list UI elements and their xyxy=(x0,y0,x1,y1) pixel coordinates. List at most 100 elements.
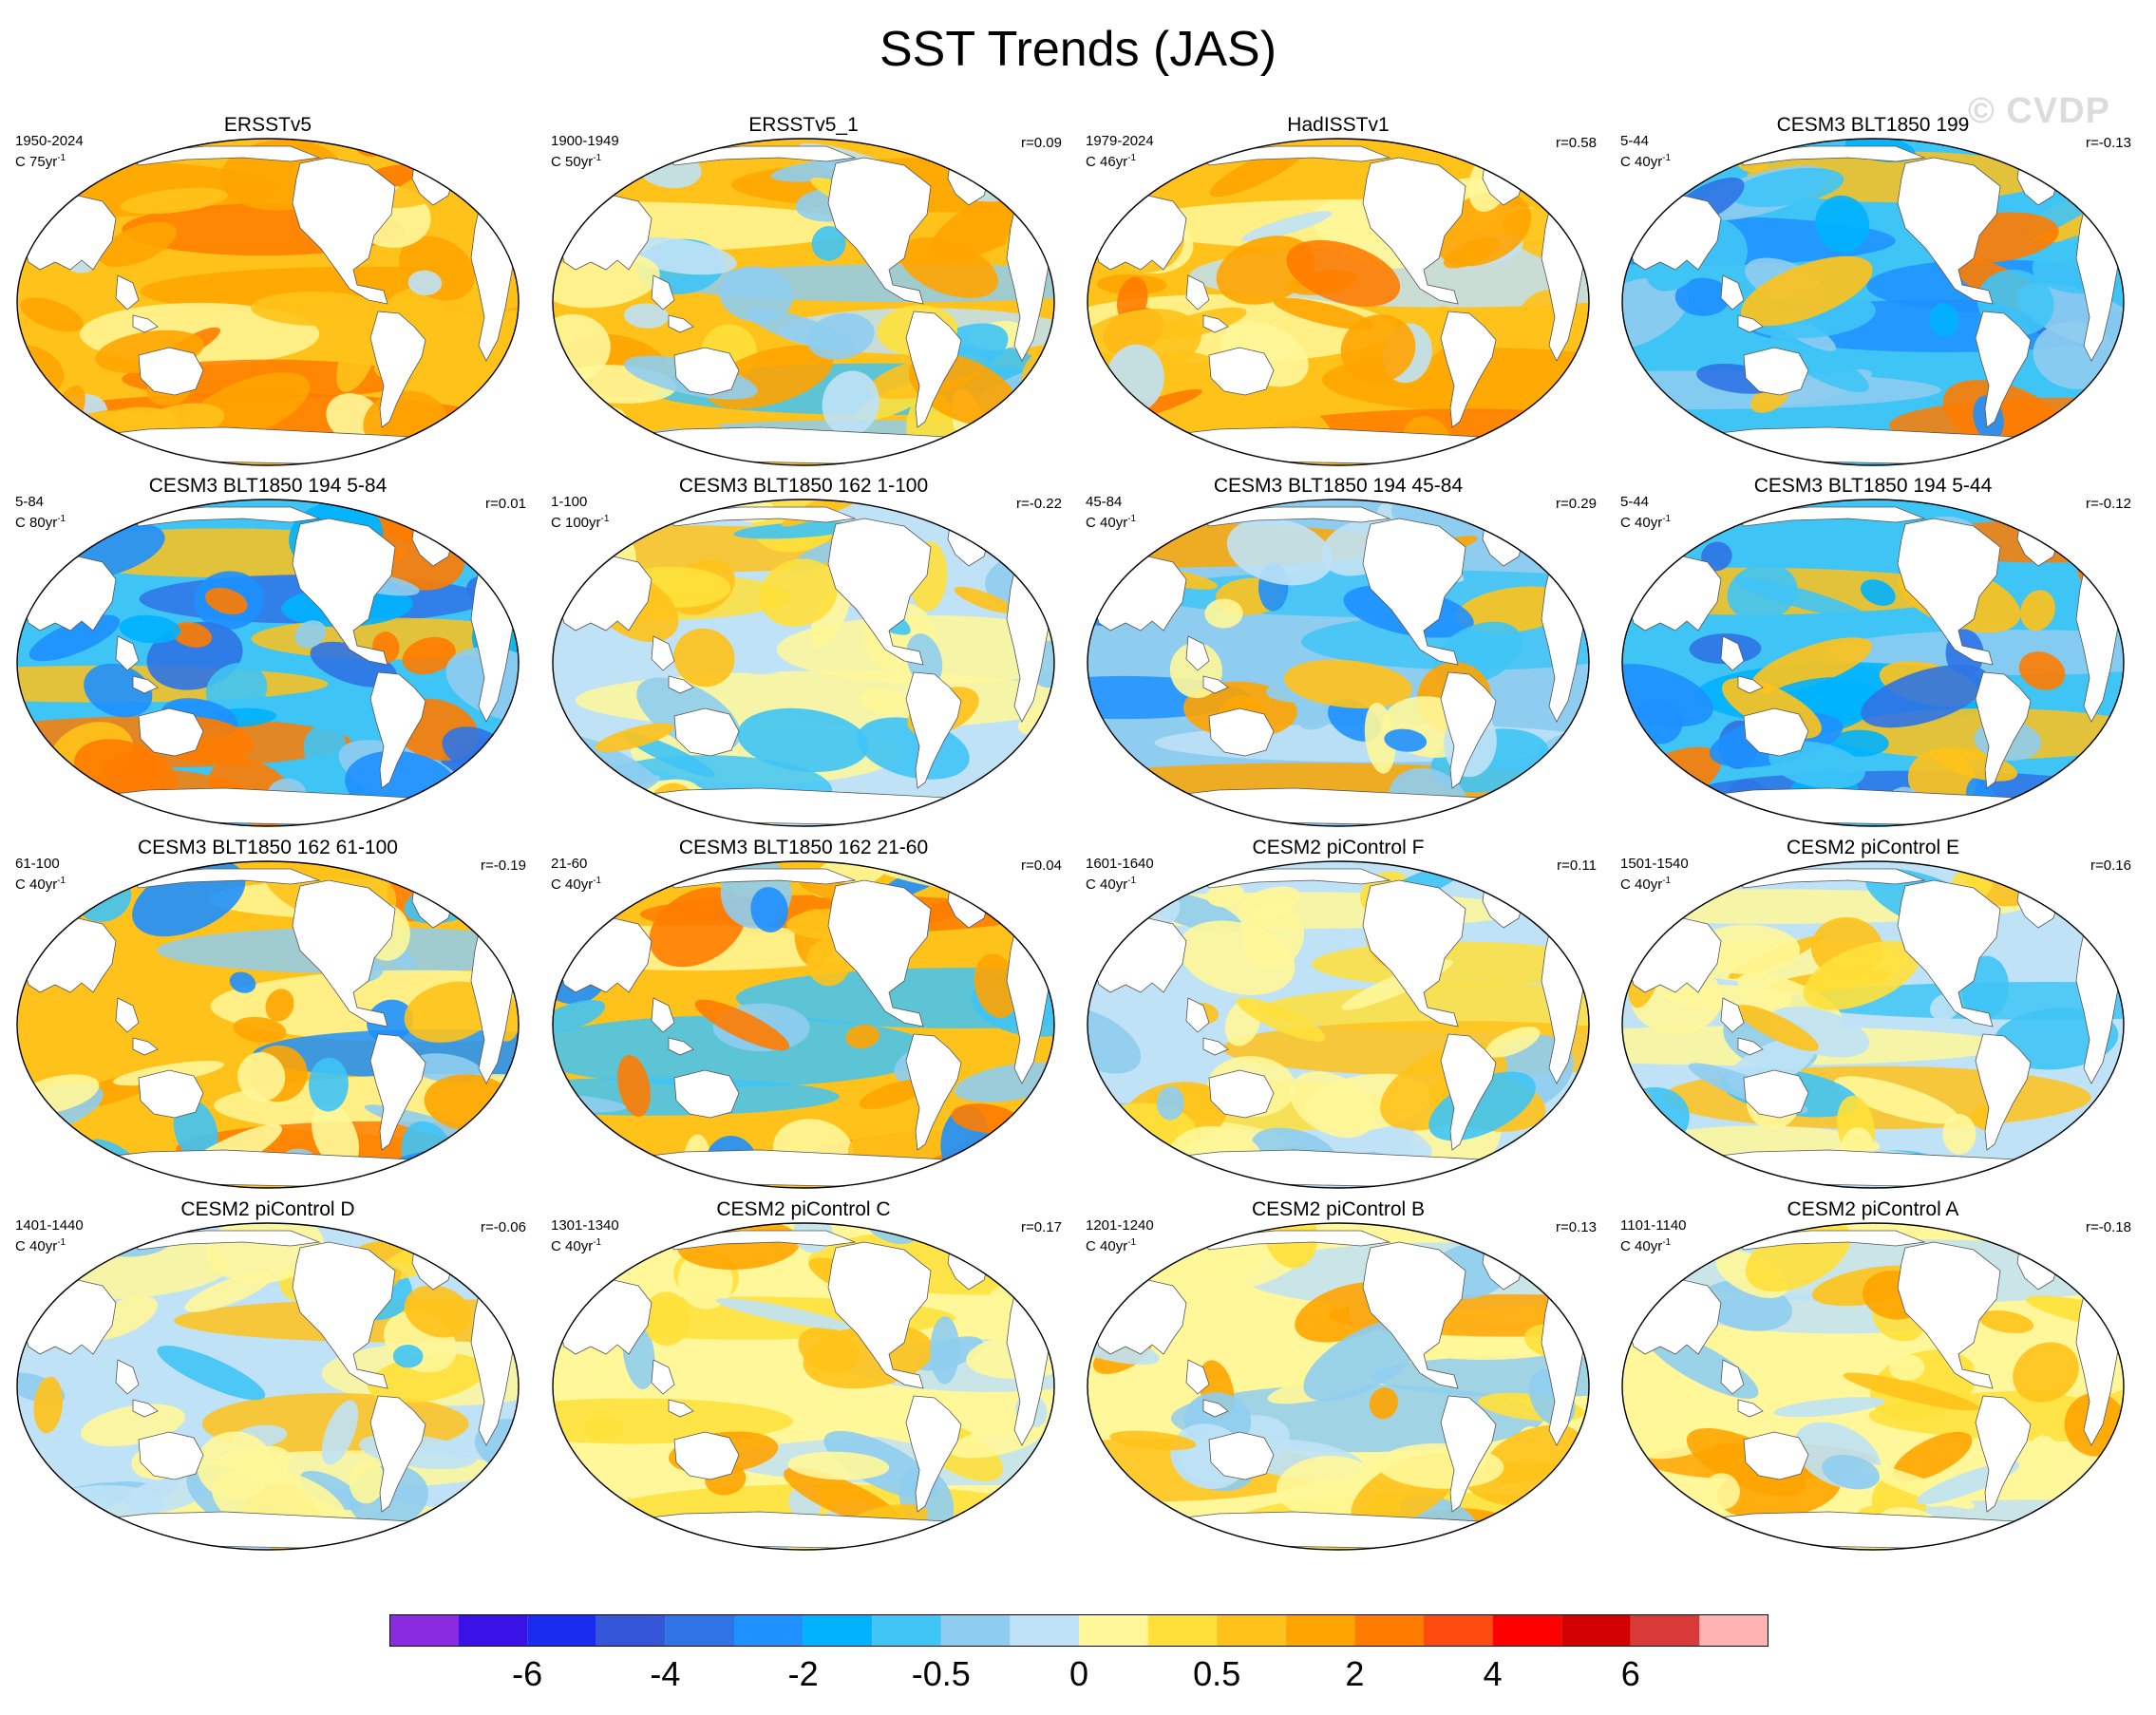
land-mask xyxy=(1208,707,1275,757)
land-mask xyxy=(558,917,652,993)
panel-period: 1401-1440 xyxy=(15,1217,84,1234)
land-mask xyxy=(664,145,857,166)
colorbar-swatch xyxy=(1010,1614,1079,1647)
map-outline xyxy=(16,1222,520,1551)
panel-title: HadISSTv1 xyxy=(1287,114,1390,136)
land-mask xyxy=(138,1431,204,1480)
land-mask xyxy=(1627,1279,1722,1355)
panel-correlation: r=-0.06 xyxy=(481,1219,526,1235)
land-mask xyxy=(115,274,140,311)
panel-units: C 40yr-1 xyxy=(1620,876,1672,893)
map-outline xyxy=(1621,1222,2125,1551)
land-mask xyxy=(668,1037,694,1056)
map-outline xyxy=(16,138,520,466)
land-mask xyxy=(1737,1399,1764,1418)
panel-period: 45-84 xyxy=(1086,494,1123,510)
land-mask xyxy=(132,314,159,333)
land-mask xyxy=(1627,195,1722,271)
land-mask xyxy=(115,1359,140,1395)
panel-period: 1301-1340 xyxy=(551,1217,619,1234)
panel-correlation: r=0.58 xyxy=(1556,135,1597,151)
land-mask xyxy=(292,879,396,1027)
panel-units: C 40yr-1 xyxy=(1620,1237,1672,1254)
panel-correlation: r=0.29 xyxy=(1556,496,1597,512)
panel-period: 1900-1949 xyxy=(551,133,619,149)
land-mask xyxy=(664,868,857,889)
panel-period: 5-84 xyxy=(15,494,45,510)
panel-title: CESM3 BLT1850 199 xyxy=(1776,114,1970,136)
colorbar-swatch xyxy=(734,1614,804,1647)
world-map xyxy=(1621,860,2125,1189)
land-mask xyxy=(1440,1395,1497,1513)
world-map xyxy=(1621,499,2125,827)
colorbar-tick-label: 0 xyxy=(1069,1654,1089,1693)
land-mask xyxy=(827,518,932,666)
colorbar-tick-label: -2 xyxy=(787,1654,819,1693)
figure-title: SST Trends (JAS) xyxy=(879,22,1277,77)
panel-title: ERSSTv5_1 xyxy=(748,114,859,136)
colorbar-swatch xyxy=(803,1614,873,1647)
panel-units: C 40yr-1 xyxy=(1620,153,1672,170)
land-mask xyxy=(673,347,740,396)
land-mask xyxy=(1185,635,1210,671)
land-mask xyxy=(1362,157,1466,305)
land-mask xyxy=(1185,1359,1210,1395)
map-panel: CESM2 piControl A 1101-1140 C 40yr-1 r=-0.1… xyxy=(1605,1198,2141,1559)
colorbar-swatch xyxy=(458,1614,528,1647)
land-mask xyxy=(668,314,694,333)
land-mask xyxy=(1199,1230,1391,1251)
land-mask xyxy=(22,917,117,993)
land-mask xyxy=(1202,675,1229,694)
world-map xyxy=(1621,1222,2125,1551)
panel-period: 1601-1640 xyxy=(1086,856,1154,872)
panel-title: CESM3 BLT1850 162 21-60 xyxy=(678,837,929,858)
land-mask xyxy=(292,518,396,666)
land-mask xyxy=(905,1033,962,1151)
map-panel: CESM3 BLT1850 194 45-84 45-84 C 40yr-1 r=0.… xyxy=(1070,475,1606,836)
panel-correlation: r=0.17 xyxy=(1021,1219,1062,1235)
land-mask xyxy=(1897,157,2001,305)
colorbar-swatch xyxy=(1424,1614,1493,1647)
map-panel: CESM2 piControl E 1501-1540 C 40yr-1 r=0.16 xyxy=(1605,837,2141,1197)
colorbar-swatch xyxy=(872,1614,941,1647)
land-mask xyxy=(1897,879,2001,1027)
panel-title: CESM2 piControl D xyxy=(180,1198,355,1220)
colorbar-swatch xyxy=(527,1614,596,1647)
land-mask xyxy=(1737,314,1764,333)
land-mask xyxy=(132,1037,159,1056)
land-mask xyxy=(115,635,140,671)
land-mask xyxy=(132,1399,159,1418)
map-outline xyxy=(552,138,1055,466)
panel-units: C 80yr-1 xyxy=(15,514,66,531)
map-outline xyxy=(1621,138,2125,466)
sst-trend-field xyxy=(1087,1223,1589,1550)
colorbar xyxy=(389,1614,1768,1647)
panel-correlation: r=0.16 xyxy=(2090,858,2131,874)
map-outline xyxy=(1087,138,1590,466)
land-mask xyxy=(905,671,962,789)
map-panel: CESM3 BLT1850 162 61-100 61-100 C 40yr-1 r=… xyxy=(0,837,536,1197)
panel-units: C 50yr-1 xyxy=(551,153,602,170)
land-mask xyxy=(1975,1033,2032,1151)
panel-units: C 100yr-1 xyxy=(551,514,610,531)
land-mask xyxy=(1733,1230,1926,1251)
land-mask xyxy=(1733,145,1926,166)
world-map xyxy=(1621,138,2125,466)
map-panel: CESM3 BLT1850 194 5-44 5-44 C 40yr-1 r=-0.1… xyxy=(1605,475,2141,836)
panel-correlation: r=0.01 xyxy=(485,496,526,512)
land-mask xyxy=(827,879,932,1027)
panel-period: 1-100 xyxy=(551,494,588,510)
map-panel: CESM3 BLT1850 199 5-44 C 40yr-1 r=-0.13 xyxy=(1605,114,2141,475)
panel-correlation: r=0.04 xyxy=(1021,858,1062,874)
land-mask xyxy=(1208,347,1275,396)
world-map xyxy=(552,860,1055,1189)
land-mask xyxy=(664,506,857,527)
land-mask xyxy=(558,556,652,631)
world-map xyxy=(16,1222,520,1551)
land-mask xyxy=(369,1033,426,1151)
land-mask xyxy=(138,707,204,757)
land-mask xyxy=(664,1230,857,1251)
panel-period: 1101-1140 xyxy=(1620,1217,1687,1234)
land-mask xyxy=(1897,518,2001,666)
panel-units: C 40yr-1 xyxy=(15,876,66,893)
